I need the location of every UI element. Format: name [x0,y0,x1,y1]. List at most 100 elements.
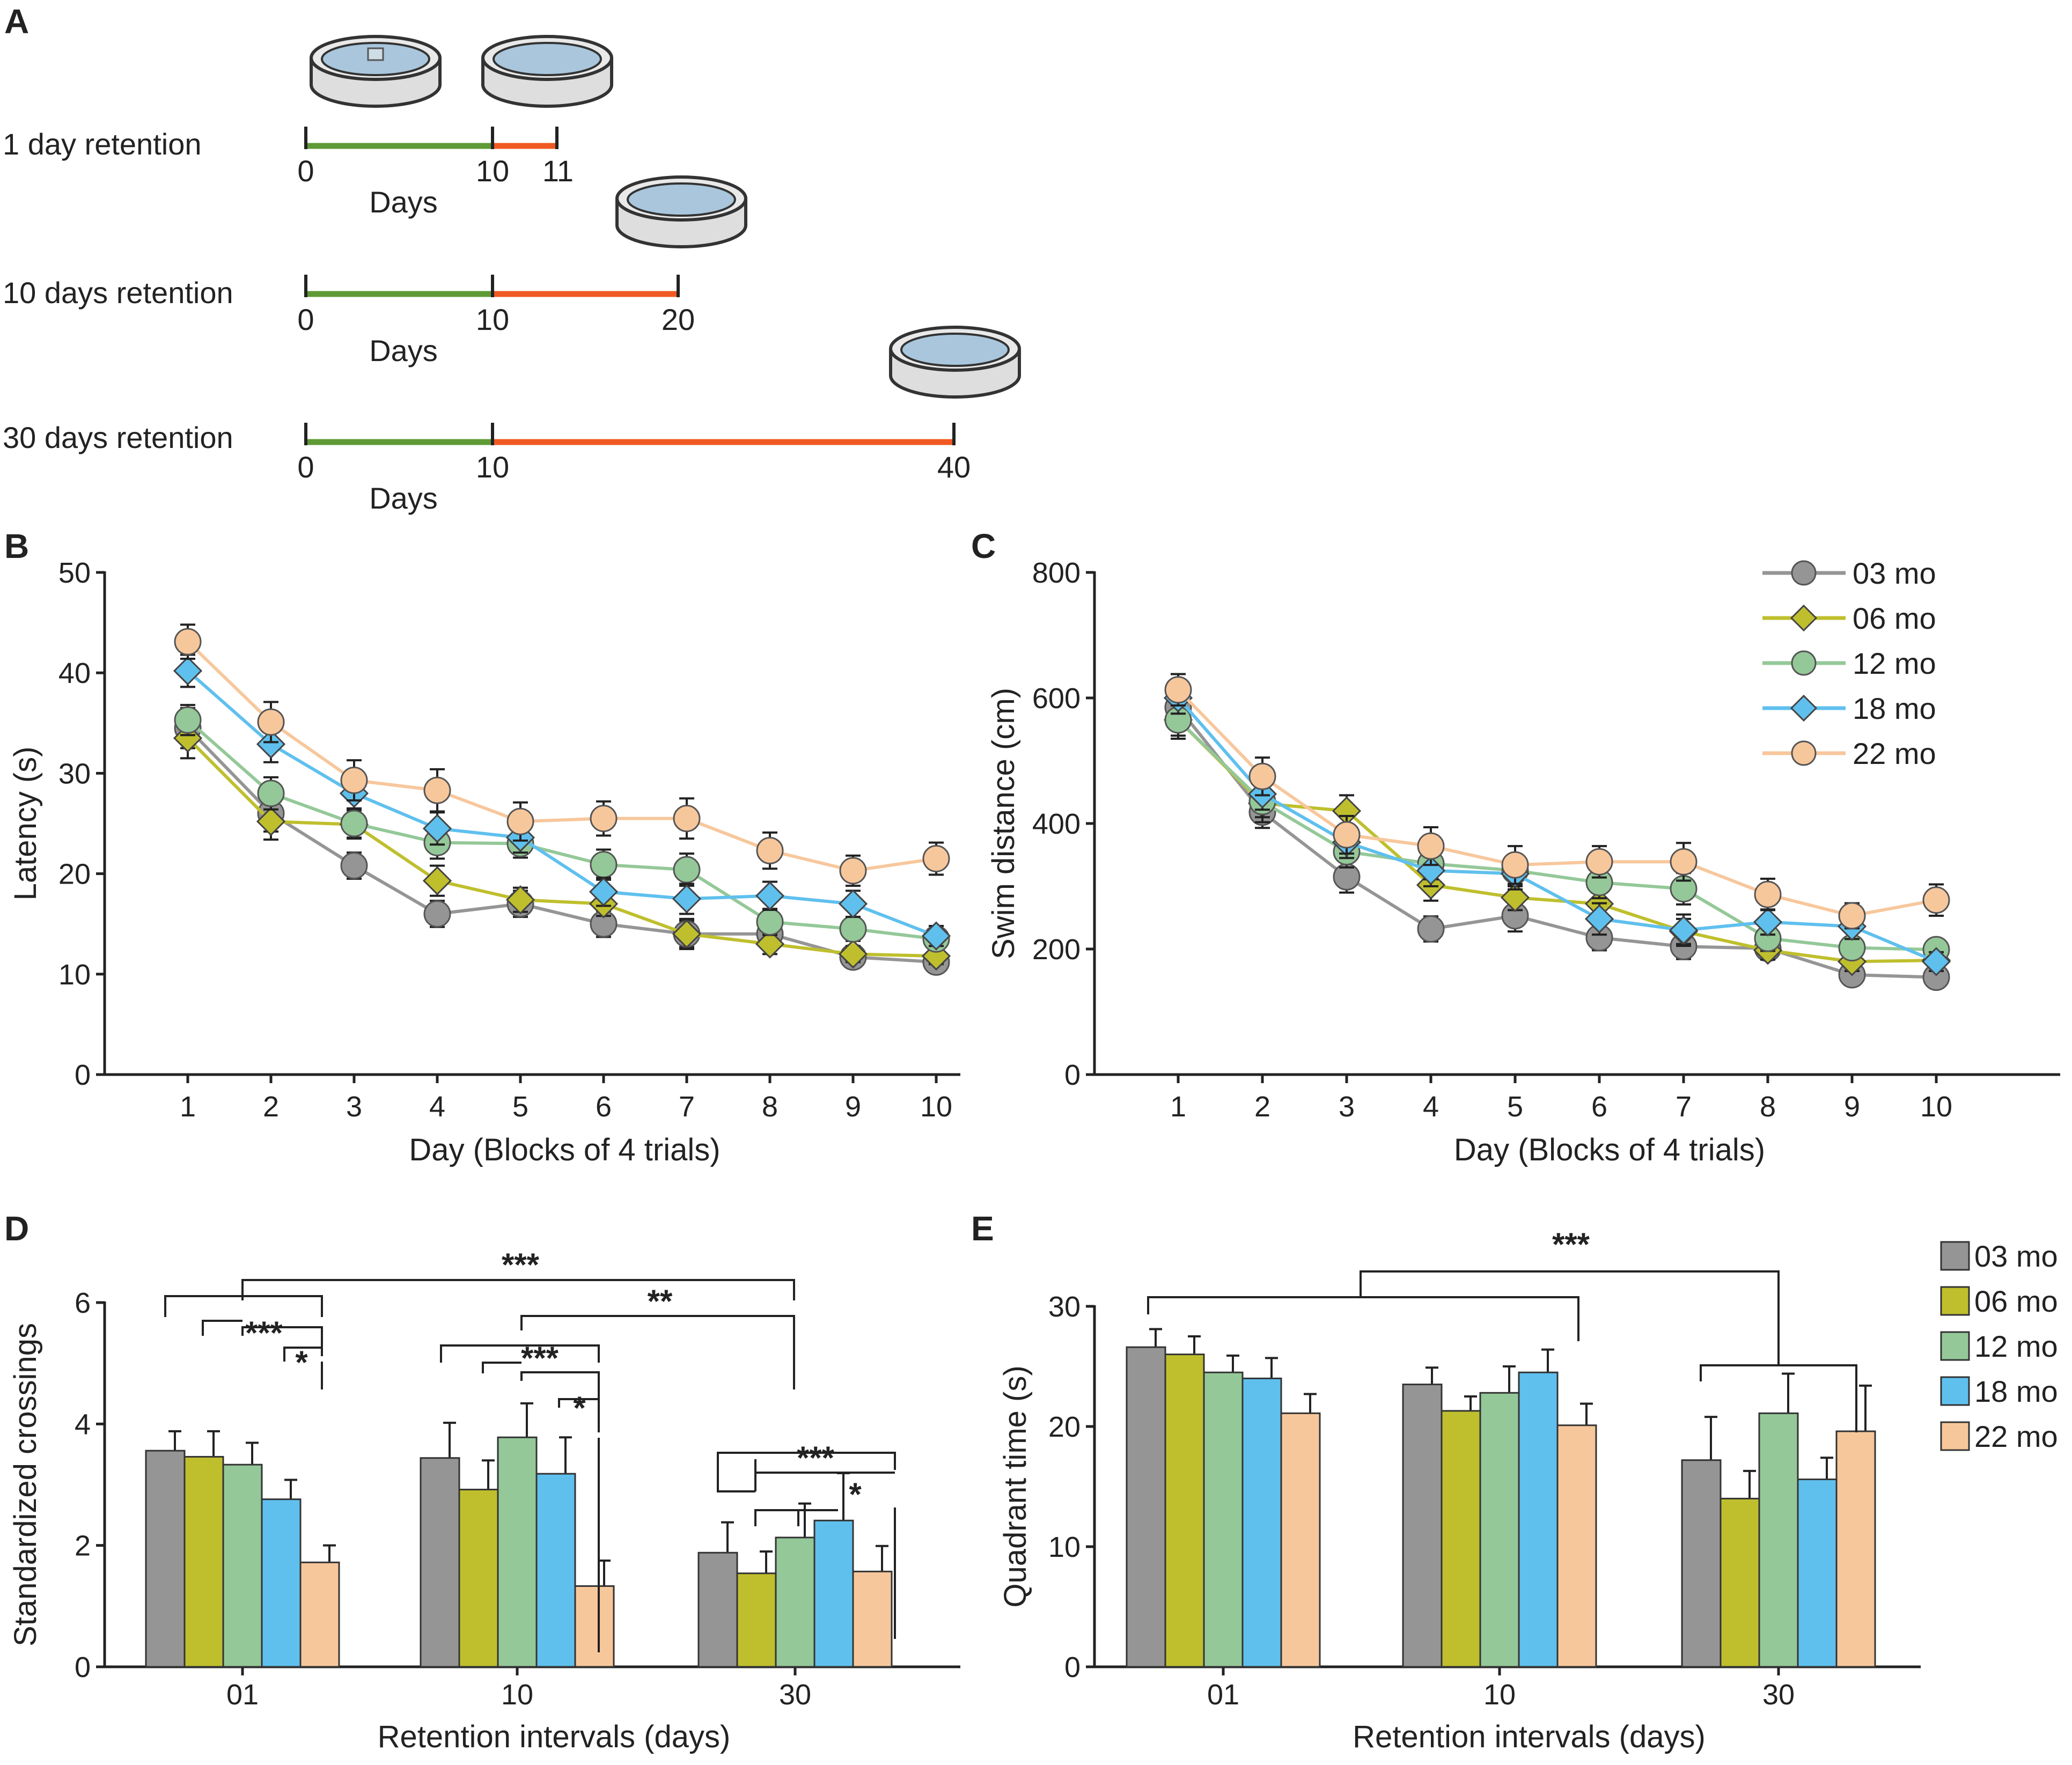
x-tick-label: 10 [1920,1091,1952,1123]
series-22-mo [174,623,950,887]
bar-22-mo [574,1585,615,1668]
x-tick-label: 3 [346,1091,362,1123]
x-tick-label: 10 [501,1679,533,1711]
series-line [187,718,937,941]
y-tick-label: 0 [1064,1651,1081,1683]
data-point [1333,821,1361,849]
significance-brackets-e [1147,1270,1857,1432]
data-point [1501,851,1529,879]
legend: 03 mo 06 mo 12 mo 18 mo 22 mo [1940,1239,2058,1453]
data-point [590,805,618,833]
bar-12-mo [1203,1371,1244,1668]
data-point [1164,676,1192,704]
bar-18-mo [1518,1371,1559,1668]
data-point [673,856,701,884]
series-line [186,641,937,873]
y-tick-label: 20 [1048,1411,1081,1443]
panel-letter-d: D [4,1209,29,1248]
significance-brackets-d [164,1279,896,1652]
timeline-label: 30 days retention [3,421,233,454]
bar-03-mo [1126,1346,1166,1668]
legend-label: 18 mo [1974,1374,2058,1408]
x-axis-title: Retention intervals (days) [1353,1719,1706,1754]
data-point [340,810,368,837]
data-point [423,900,451,928]
data-point [1838,902,1866,930]
y-tick-label: 20 [58,858,91,891]
timeline-tick: 40 [937,450,971,484]
x-tick-label: 10 [920,1091,952,1123]
data-point [174,628,202,656]
x-tick-label: 6 [596,1091,612,1123]
data-point [1754,880,1782,908]
data-point [1417,915,1445,943]
data-point [672,919,702,949]
bar-06-mo [1720,1497,1760,1668]
bar-03-mo [1402,1384,1443,1668]
y-axis-title: Quadrant time (s) [998,1365,1033,1607]
legend-swatch [1940,1421,1970,1451]
data-point [340,767,368,795]
legend-marker [1790,694,1818,722]
timeline-tick: 11 [542,154,574,188]
data-point [673,805,701,833]
x-tick-label: 1 [180,1091,196,1123]
sig-label: *** [797,1440,835,1476]
legend-label: 06 mo [1853,601,1936,635]
bar-22-mo [1835,1430,1876,1668]
pool-icon-probe-10 [615,175,747,248]
bar-22-mo [1280,1412,1321,1668]
sig-label: ** [648,1283,673,1319]
timeline-1-day: 1 day retention 0 10 11 Days [3,127,574,219]
x-tick-label: 30 [1762,1679,1795,1711]
legend-swatch [1940,1241,1970,1271]
y-tick-label: 0 [75,1059,91,1091]
pool-icon-probe-2 [481,35,613,108]
x-tick-label: 8 [762,1091,778,1123]
series-line [186,727,937,964]
panel-letter-c: C [971,527,996,565]
data-point [1921,947,1951,976]
panel-letter-a: A [4,2,29,41]
x-axis-title: Day (Blocks of 4 trials) [1454,1132,1765,1167]
legend-marker [1790,604,1818,632]
x-tick-label: 4 [1423,1091,1439,1123]
x-tick-label: 5 [512,1091,528,1123]
data-point [922,845,950,873]
bar-06-mo [183,1455,224,1668]
series-12-mo [174,704,950,953]
timeline-label: 1 day retention [3,127,201,161]
bar-06-mo [736,1572,777,1668]
x-tick-label: 6 [1591,1091,1607,1123]
timeline-tick: 0 [297,154,314,188]
y-tick-label: 6 [75,1287,91,1319]
bar-18-mo [1241,1377,1282,1668]
y-axis-title: Swim distance (cm) [986,688,1021,959]
pool-icon-probe-1 [310,35,442,108]
x-tick-label: 2 [1254,1091,1270,1123]
sig-label: *** [521,1340,559,1376]
data-point [756,837,784,865]
data-point [838,939,868,969]
timeline-tick: 10 [476,303,509,336]
legend-swatch [1940,1376,1970,1406]
legend-swatch [1940,1286,1970,1316]
y-tick-label: 50 [58,557,91,589]
data-point [838,889,868,918]
x-tick-label: 4 [429,1091,445,1123]
data-point [672,884,702,914]
data-point [1753,907,1783,937]
bar-06-mo [1441,1410,1481,1668]
data-point [256,807,286,836]
x-tick-label: 01 [226,1679,259,1711]
x-tick-label: 3 [1339,1091,1355,1123]
y-tick-label: 4 [75,1408,91,1440]
chart-standardized-crossings: 0 2 4 6 Standardized crossings 01 10 30 Retentio… [8,1287,960,1754]
legend-label: 22 mo [1974,1420,2058,1453]
sig-label: * [295,1344,308,1380]
series-line [1177,718,1937,952]
bar-18-mo [535,1473,576,1668]
sig-label: *** [1552,1226,1590,1262]
bar-22-mo [299,1561,340,1668]
y-tick-label: 600 [1032,682,1081,715]
